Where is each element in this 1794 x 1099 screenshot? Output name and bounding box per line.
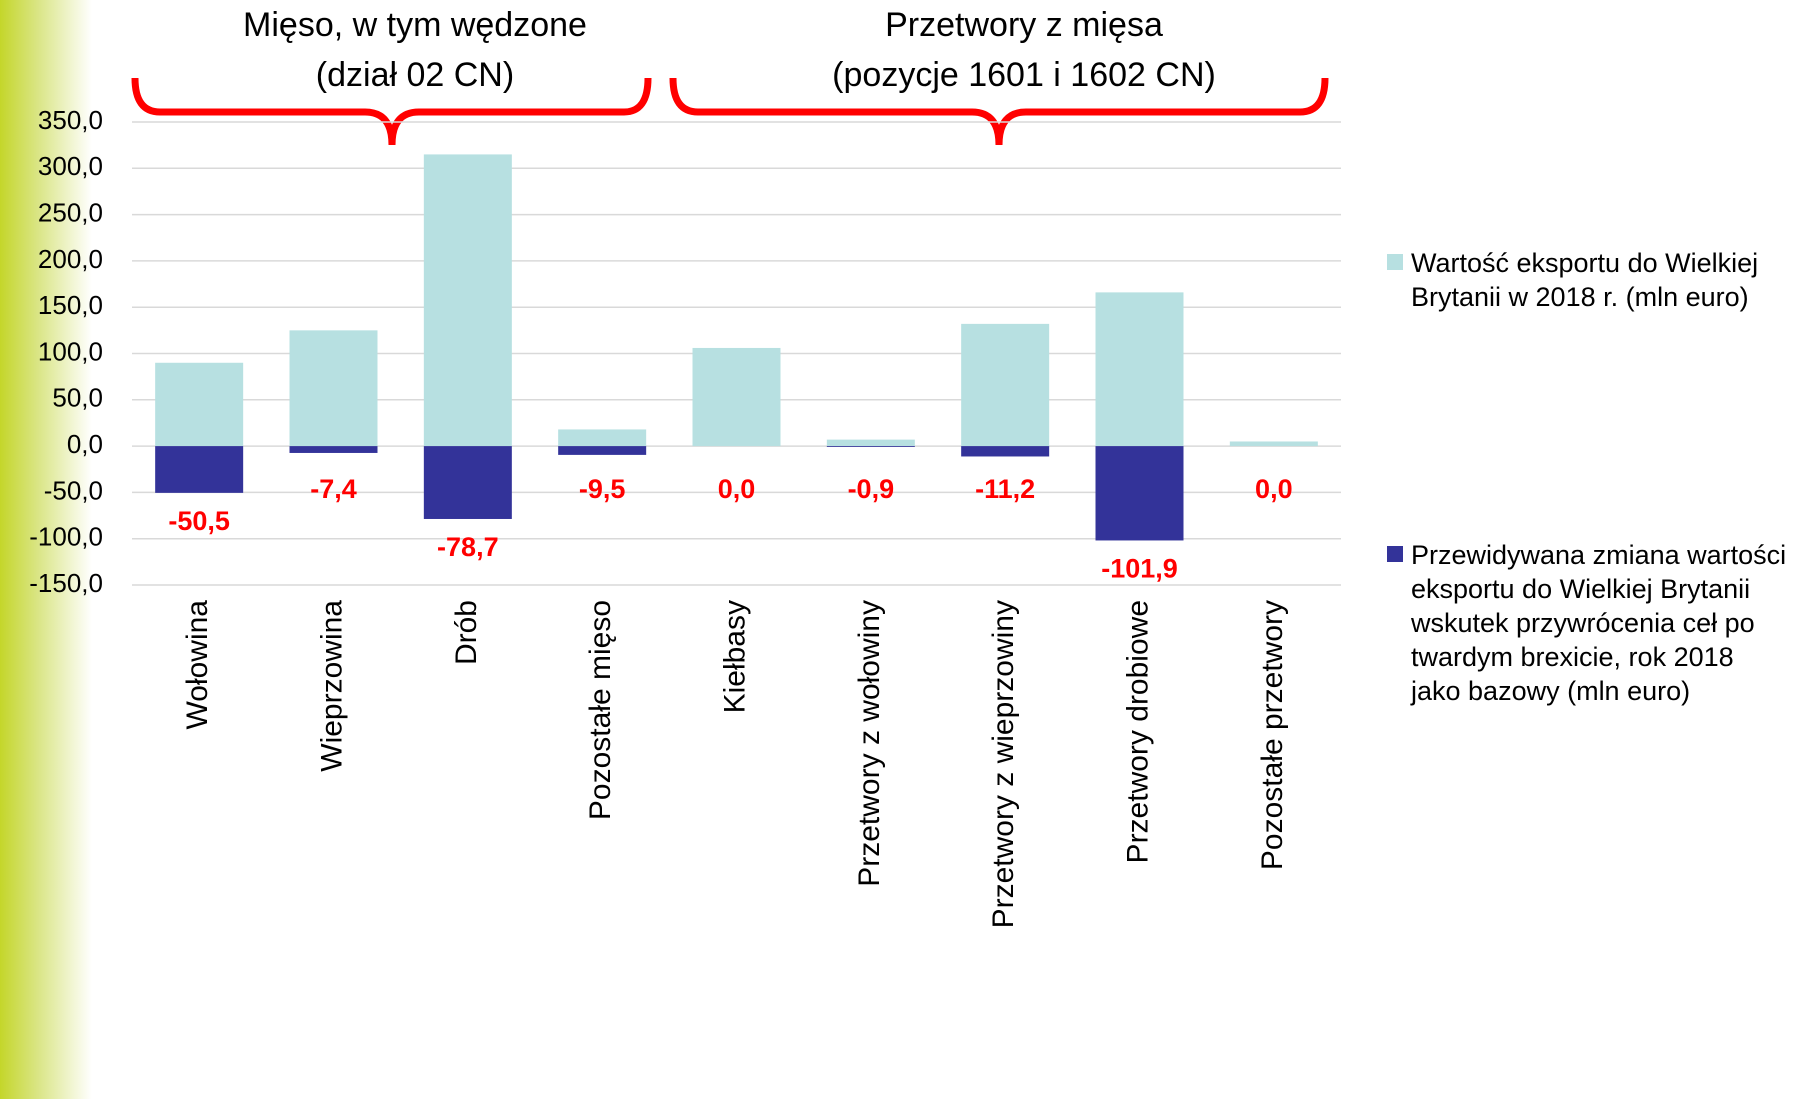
legend-entry: Przewidywana zmiana wartości eksportu do… bbox=[1387, 538, 1787, 708]
bar bbox=[1229, 441, 1318, 447]
bar bbox=[289, 330, 378, 447]
bar bbox=[826, 446, 915, 447]
x-tick-label: Przetwory z wołowiny bbox=[853, 600, 886, 887]
x-tick-label: Pozostałe mięso bbox=[584, 600, 617, 820]
bar bbox=[692, 347, 781, 447]
x-tick-label: Wieprzowina bbox=[315, 600, 348, 772]
x-tick-label: Drób bbox=[450, 600, 483, 665]
group-title: (pozycje 1601 i 1602 CN) bbox=[832, 56, 1216, 94]
value-label: -78,7 bbox=[437, 532, 499, 562]
bar bbox=[961, 446, 1050, 457]
bar bbox=[155, 446, 244, 493]
x-tick-label: Przetwory drobiowe bbox=[1121, 600, 1154, 863]
legend-entry: Wartość eksportu do Wielkiej Brytanii w … bbox=[1387, 246, 1787, 314]
group-bracket bbox=[669, 77, 1329, 146]
y-tick-label: -100,0 bbox=[29, 522, 103, 552]
y-tick-label: 150,0 bbox=[38, 290, 103, 320]
y-tick-label: 200,0 bbox=[38, 244, 103, 274]
bar bbox=[289, 446, 378, 453]
group-title: Mięso, w tym wędzone bbox=[243, 6, 587, 44]
x-tick-label: Pozostałe przetwory bbox=[1256, 600, 1289, 870]
legend-swatch bbox=[1387, 546, 1403, 562]
bar bbox=[1095, 292, 1184, 447]
bar bbox=[558, 429, 647, 447]
x-tick-label: Wołowina bbox=[181, 600, 214, 730]
y-tick-label: 0,0 bbox=[67, 429, 103, 459]
y-tick-label: 300,0 bbox=[38, 151, 103, 181]
value-label: -0,9 bbox=[848, 474, 895, 504]
value-label: 0,0 bbox=[718, 474, 756, 504]
bar bbox=[423, 154, 512, 447]
legend-swatch bbox=[1387, 254, 1403, 270]
y-tick-label: 350,0 bbox=[38, 105, 103, 135]
bar bbox=[155, 362, 244, 447]
value-label: -9,5 bbox=[579, 474, 626, 504]
value-label: 0,0 bbox=[1255, 474, 1293, 504]
bar bbox=[423, 446, 512, 519]
x-tick-label: Przetwory z wieprzowiny bbox=[987, 600, 1020, 928]
x-tick-label: Kiełbasy bbox=[718, 600, 751, 713]
legend-label: Wartość eksportu do Wielkiej Brytanii w … bbox=[1411, 248, 1759, 312]
value-label: -50,5 bbox=[168, 506, 230, 536]
group-title: (dział 02 CN) bbox=[316, 56, 514, 94]
bar bbox=[826, 439, 915, 447]
y-tick-label: 250,0 bbox=[38, 197, 103, 227]
bar bbox=[961, 323, 1050, 447]
value-label: -101,9 bbox=[1101, 554, 1178, 584]
y-tick-label: -150,0 bbox=[29, 568, 103, 598]
group-title: Przetwory z mięsa bbox=[885, 6, 1163, 44]
legend-label: Przewidywana zmiana wartości eksportu do… bbox=[1411, 540, 1787, 706]
value-label: -7,4 bbox=[310, 474, 357, 504]
value-label: -11,2 bbox=[975, 474, 1035, 504]
bar bbox=[1095, 446, 1184, 541]
y-tick-label: -50,0 bbox=[44, 475, 103, 505]
y-tick-label: 100,0 bbox=[38, 336, 103, 366]
y-tick-label: 50,0 bbox=[52, 383, 103, 413]
bar bbox=[558, 446, 647, 455]
group-bracket bbox=[131, 77, 652, 146]
